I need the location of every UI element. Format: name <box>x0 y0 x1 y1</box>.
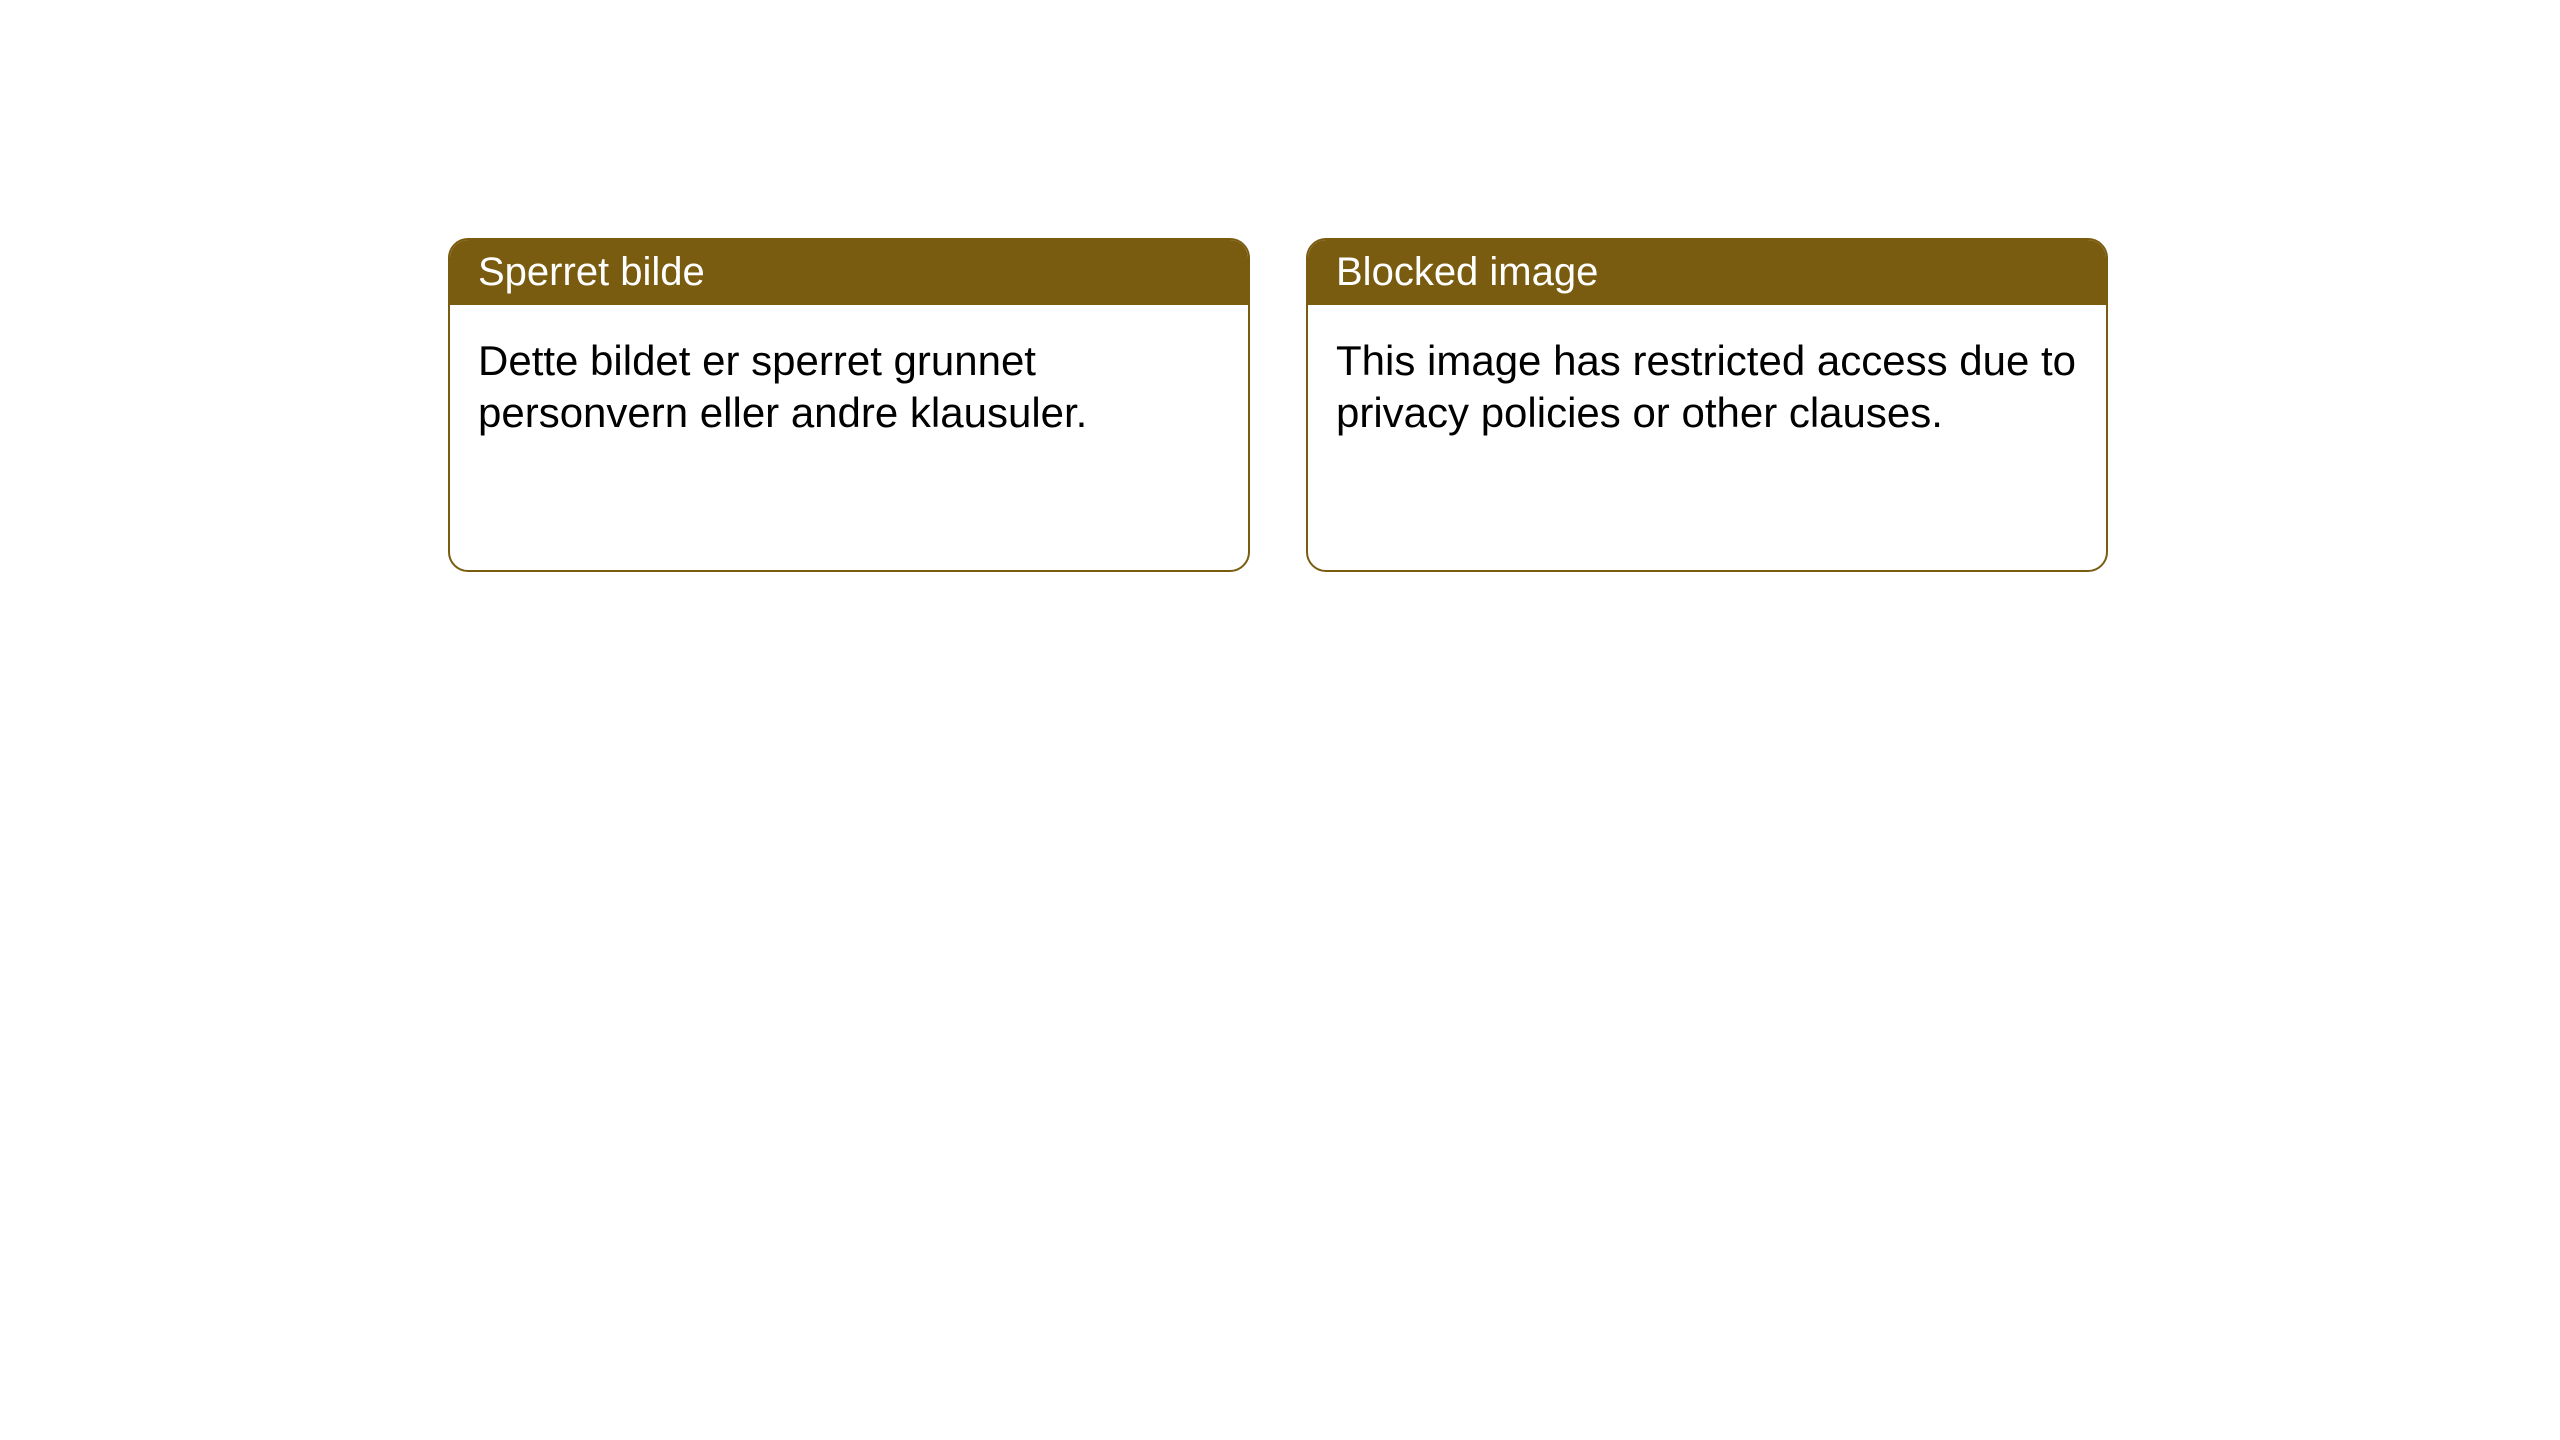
notice-message-en: This image has restricted access due to … <box>1336 337 2076 436</box>
notice-title-en: Blocked image <box>1336 250 1598 294</box>
notice-body-no: Dette bildet er sperret grunnet personve… <box>450 305 1248 469</box>
notice-card-no: Sperret bilde Dette bildet er sperret gr… <box>448 238 1250 572</box>
notice-title-no: Sperret bilde <box>478 250 705 294</box>
notice-header-no: Sperret bilde <box>450 240 1248 305</box>
notice-card-en: Blocked image This image has restricted … <box>1306 238 2108 572</box>
notice-header-en: Blocked image <box>1308 240 2106 305</box>
notice-message-no: Dette bildet er sperret grunnet personve… <box>478 337 1087 436</box>
notice-container: Sperret bilde Dette bildet er sperret gr… <box>448 238 2108 572</box>
notice-body-en: This image has restricted access due to … <box>1308 305 2106 469</box>
